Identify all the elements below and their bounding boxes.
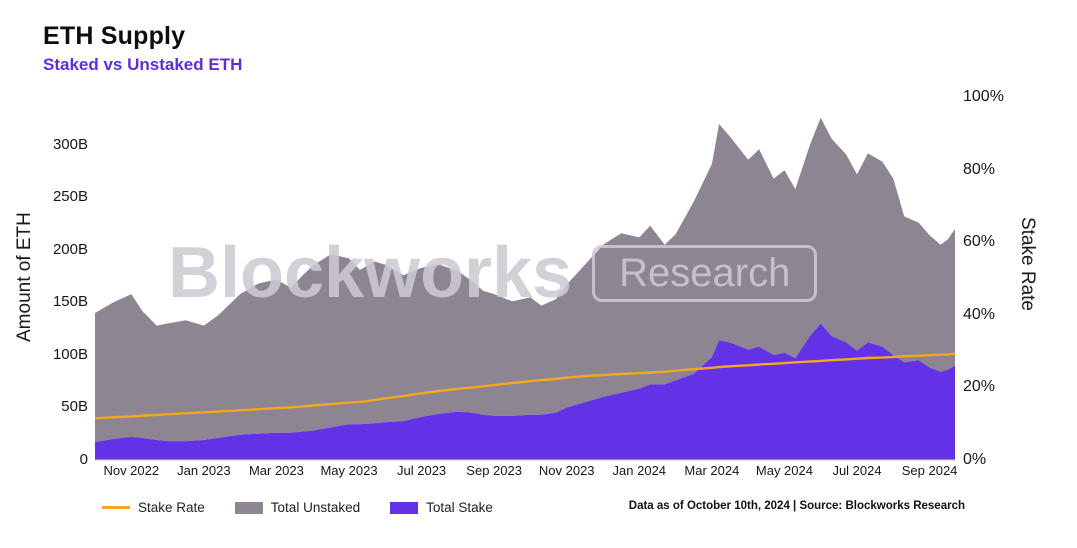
legend-item-stake-rate: Stake Rate bbox=[102, 500, 205, 515]
area-total-unstaked bbox=[95, 117, 955, 443]
y-axis-right-tick: 100% bbox=[963, 87, 1004, 105]
legend-item-total-unstaked: Total Unstaked bbox=[234, 500, 361, 515]
x-axis-tick: Nov 2022 bbox=[103, 463, 160, 478]
legend: Stake Rate Total Unstaked Total Stake bbox=[102, 500, 493, 515]
y-axis-left-tick: 100B bbox=[52, 345, 88, 363]
y-axis-left-tick: 300B bbox=[52, 135, 88, 153]
y-axis-left-tick: 0 bbox=[79, 451, 88, 468]
page-subtitle: Staked vs Unstaked ETH bbox=[43, 55, 243, 74]
legend-item-total-stake: Total Stake bbox=[390, 500, 493, 515]
x-axis-tick: Jan 2024 bbox=[612, 463, 667, 478]
y-axis-left-tick: 150B bbox=[52, 293, 88, 311]
legend-label: Total Unstaked bbox=[270, 500, 361, 515]
x-axis-tick: Sep 2024 bbox=[901, 463, 958, 478]
legend-swatch-stake-rate bbox=[102, 506, 130, 509]
legend-label: Total Stake bbox=[426, 500, 493, 515]
x-axis-tick: May 2023 bbox=[320, 463, 378, 478]
x-axis-tick: May 2024 bbox=[755, 463, 813, 478]
source-note: Data as of October 10th, 2024 | Source: … bbox=[628, 500, 965, 512]
y-axis-left-tick: 50B bbox=[61, 398, 88, 416]
x-axis-tick: Jan 2023 bbox=[177, 463, 231, 478]
legend-swatch-total-unstaked bbox=[234, 501, 263, 514]
page-title: ETH Supply bbox=[43, 22, 186, 50]
x-axis-tick: Sep 2023 bbox=[466, 463, 522, 478]
x-axis-tick: Jul 2024 bbox=[832, 463, 882, 478]
stake-rate-line bbox=[94, 352, 956, 420]
y-axis-right-tick: 20% bbox=[963, 378, 996, 396]
y-axis-right-tick: 40% bbox=[963, 305, 996, 323]
y-axis-right-tick: 60% bbox=[963, 233, 996, 251]
area-total-stake bbox=[95, 323, 955, 460]
legend-label: Stake Rate bbox=[138, 500, 205, 515]
y-axis-right-tick: 0% bbox=[963, 451, 987, 468]
x-axis-tick: Mar 2023 bbox=[248, 463, 304, 478]
y-axis-right-tick: 80% bbox=[963, 160, 996, 178]
y-axis-left-tick: 200B bbox=[52, 240, 88, 258]
x-axis-tick: Jul 2023 bbox=[397, 463, 447, 478]
x-axis-tick: Mar 2024 bbox=[684, 463, 740, 478]
x-axis-tick: Nov 2023 bbox=[538, 463, 595, 478]
legend-swatch-total-stake bbox=[390, 501, 419, 514]
y-axis-left-tick: 250B bbox=[52, 188, 88, 206]
